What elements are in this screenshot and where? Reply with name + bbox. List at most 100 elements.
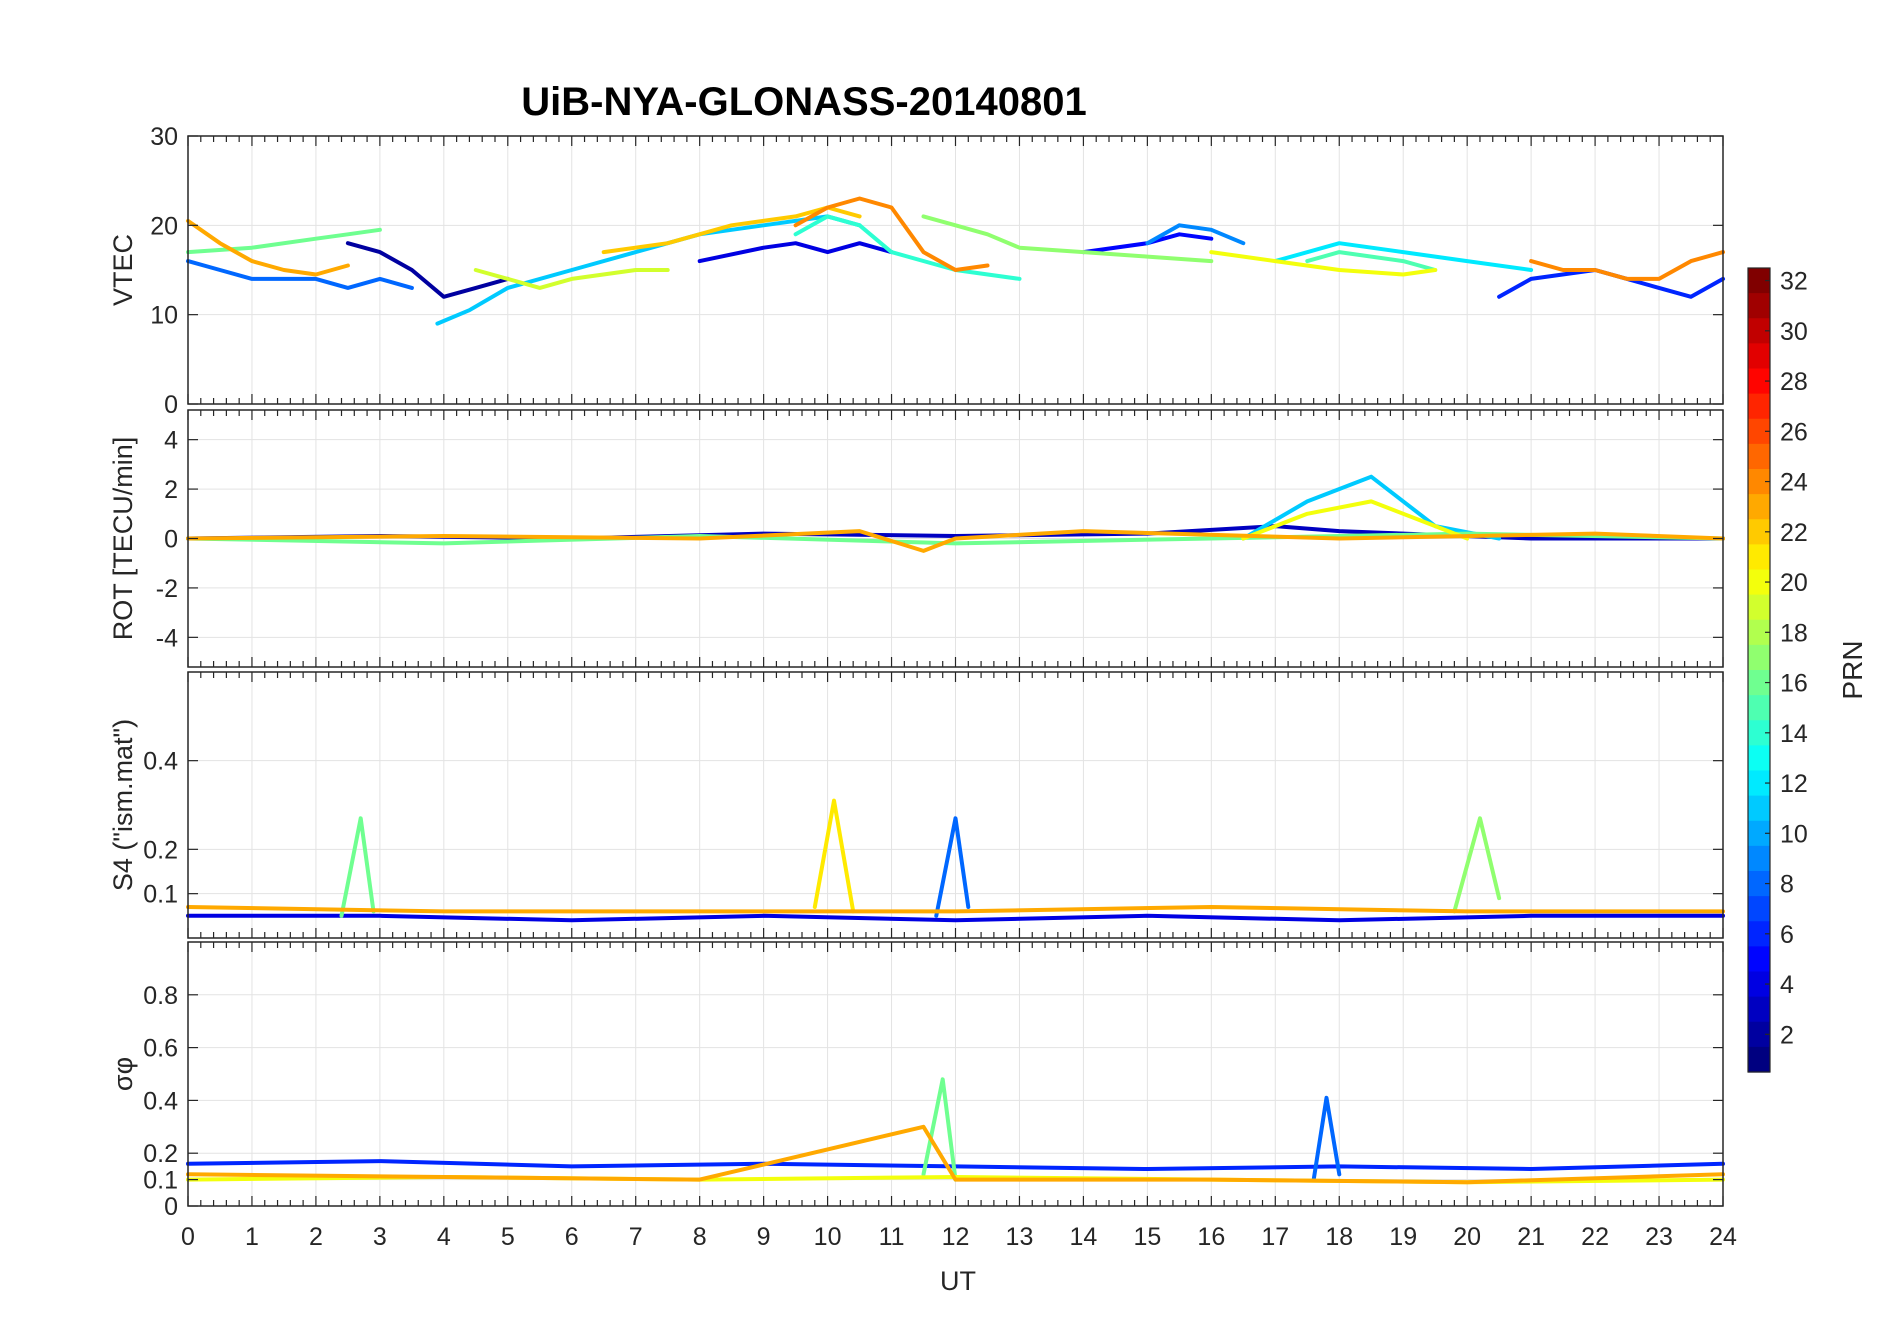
x-tick-label: 24 xyxy=(1709,1223,1737,1251)
y-tick-label: 30 xyxy=(150,123,178,151)
colorbar-tick-label: 22 xyxy=(1780,519,1808,547)
colorbar-segment xyxy=(1748,896,1770,922)
series-line-prn-9 xyxy=(1145,223,1246,246)
colorbar-segment xyxy=(1748,971,1770,998)
x-tick-label: 10 xyxy=(814,1223,842,1251)
series-line-prn-23 xyxy=(186,218,350,277)
colorbar-segment xyxy=(1748,795,1770,822)
colorbar-label: PRN xyxy=(1837,640,1868,699)
colorbar-segment xyxy=(1748,293,1770,319)
x-tick-label: 7 xyxy=(629,1223,643,1251)
colorbar-tick-label: 2 xyxy=(1780,1021,1794,1049)
colorbar-tick-label: 10 xyxy=(1780,820,1808,848)
y-tick-label: 0.6 xyxy=(143,1035,178,1063)
series-line-prn-22 xyxy=(601,205,862,255)
colorbar-tick-label: 26 xyxy=(1780,418,1808,446)
colorbar-tick-label: 24 xyxy=(1780,469,1808,497)
x-tick-label: 11 xyxy=(879,1223,905,1251)
series-line-prn-8 xyxy=(934,816,971,918)
colorbar-segment xyxy=(1748,368,1770,395)
colorbar-segment xyxy=(1748,544,1770,571)
x-tick-label: 23 xyxy=(1645,1223,1673,1251)
series-line-prn-16 xyxy=(339,816,376,918)
colorbar-segment xyxy=(1748,443,1770,470)
colorbar-tick-label: 30 xyxy=(1780,318,1808,346)
series-line-prn-4 xyxy=(186,913,1725,923)
colorbar-segment xyxy=(1748,318,1770,344)
x-axis-label: UT xyxy=(940,1266,976,1296)
y-axis-label-s4: S4 ("ism.mat") xyxy=(108,719,138,891)
x-tick-label: 13 xyxy=(1006,1223,1034,1251)
series-line-prn-23 xyxy=(186,1124,1725,1185)
series-line-prn-2 xyxy=(345,241,510,299)
colorbar-segment xyxy=(1748,569,1770,596)
x-tick-label: 18 xyxy=(1325,1223,1353,1251)
y-tick-label: 10 xyxy=(150,302,178,330)
x-tick-label: 21 xyxy=(1517,1223,1545,1251)
series-line-prn-11 xyxy=(1241,474,1502,541)
x-tick-labels: 0 1 2 3 4 5 6 7 8 9 10 11 12 13 14 15 16 17 18 19 20 21 22 23 24 xyxy=(181,1223,1737,1251)
x-tick-label: 6 xyxy=(565,1223,579,1251)
series-line-prn-24 xyxy=(1529,250,1725,281)
x-tick-label: 4 xyxy=(437,1223,451,1251)
y-tick-label: 0 xyxy=(164,391,178,419)
x-tick-label: 8 xyxy=(693,1223,707,1251)
x-tick-label: 0 xyxy=(181,1223,195,1251)
colorbar-tick-label: 4 xyxy=(1780,971,1794,999)
x-tick-label: 14 xyxy=(1070,1223,1098,1251)
colorbar-tick-label: 18 xyxy=(1780,619,1808,647)
colorbar-segment xyxy=(1748,644,1770,671)
colorbar-tick-label: 20 xyxy=(1780,569,1808,597)
y-tick-label: 0.1 xyxy=(143,1167,178,1195)
y-tick-label: 0.1 xyxy=(143,881,178,909)
colorbar-tick-label: 6 xyxy=(1780,921,1794,949)
colorbar-tick-label: 28 xyxy=(1780,368,1808,396)
series-line-prn-8 xyxy=(186,259,414,290)
x-tick-label: 9 xyxy=(757,1223,771,1251)
colorbar-tick-label: 32 xyxy=(1780,268,1808,296)
x-tick-label: 1 xyxy=(245,1223,259,1251)
colorbar-segment xyxy=(1748,946,1770,973)
series-line-prn-24 xyxy=(793,196,990,272)
x-tick-label: 12 xyxy=(942,1223,970,1251)
colorbar-segment xyxy=(1748,519,1770,545)
panel-rot: -4 -2 0 2 4 ROT [TECU/min] xyxy=(108,409,1725,668)
series-line-prn-19 xyxy=(473,268,670,290)
y-tick-label: 2 xyxy=(164,476,178,504)
colorbar-frame xyxy=(1747,267,1771,1073)
series-line-prn-12 xyxy=(1273,241,1534,272)
y-tick-label: 0.4 xyxy=(143,748,178,776)
y-tick-label: -4 xyxy=(156,624,178,652)
x-tick-label: 20 xyxy=(1453,1223,1481,1251)
colorbar-segment xyxy=(1748,393,1770,420)
x-tick-label: 17 xyxy=(1261,1223,1289,1251)
series-line-prn-5 xyxy=(1081,232,1214,255)
y-axis-label-rot: ROT [TECU/min] xyxy=(108,437,138,641)
y-tick-label: 0.4 xyxy=(143,1087,178,1115)
y-tick-label: 0.8 xyxy=(143,982,178,1010)
colorbar-segment xyxy=(1748,996,1770,1023)
x-tick-label: 2 xyxy=(309,1223,323,1251)
colorbar-tick-label: 12 xyxy=(1780,770,1808,798)
colorbar-segment xyxy=(1748,469,1770,495)
colorbar-segment xyxy=(1748,845,1770,872)
colorbar-segment xyxy=(1748,820,1770,847)
x-tick-label: 5 xyxy=(501,1223,515,1251)
panel-sigma: 00.10.2 0.4 0.6 0.8 σφ xyxy=(108,941,1725,1221)
colorbar-segment xyxy=(1748,619,1770,646)
colorbar-tick-label: 14 xyxy=(1780,720,1808,748)
colorbar-segment xyxy=(1748,745,1770,772)
y-tick-label: 20 xyxy=(150,212,178,240)
colorbar-segment xyxy=(1748,418,1770,445)
colorbar-segment xyxy=(1748,268,1770,294)
colorbar-segment xyxy=(1748,343,1770,370)
panel-vtec: 0 10 20 30 VTEC xyxy=(108,123,1725,419)
series-line-prn-15 xyxy=(1305,250,1438,272)
colorbar-segment xyxy=(1748,594,1770,621)
panel-s4: 0.1 0.2 0.4S4 ("ism.mat") xyxy=(108,671,1725,939)
x-tick-label: 3 xyxy=(373,1223,387,1251)
series-line-prn-17 xyxy=(1452,816,1502,914)
series-line-prn-16 xyxy=(186,531,1725,546)
